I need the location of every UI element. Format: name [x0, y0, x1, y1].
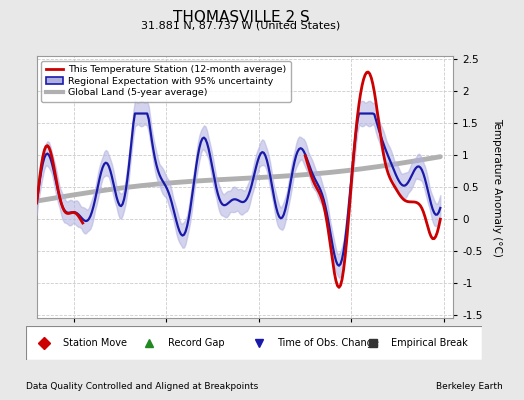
Text: Data Quality Controlled and Aligned at Breakpoints: Data Quality Controlled and Aligned at B… [26, 382, 258, 391]
Text: Record Gap: Record Gap [168, 338, 224, 348]
Text: Time of Obs. Change: Time of Obs. Change [277, 338, 379, 348]
Text: Station Move: Station Move [63, 338, 127, 348]
FancyBboxPatch shape [26, 326, 482, 360]
Text: Berkeley Earth: Berkeley Earth [436, 382, 503, 391]
Y-axis label: Temperature Anomaly (°C): Temperature Anomaly (°C) [492, 118, 502, 256]
Legend: This Temperature Station (12-month average), Regional Expectation with 95% uncer: This Temperature Station (12-month avera… [41, 61, 291, 102]
Text: THOMASVILLE 2 S: THOMASVILLE 2 S [173, 10, 309, 25]
Text: Empirical Break: Empirical Break [391, 338, 467, 348]
Text: 31.881 N, 87.737 W (United States): 31.881 N, 87.737 W (United States) [141, 20, 341, 30]
